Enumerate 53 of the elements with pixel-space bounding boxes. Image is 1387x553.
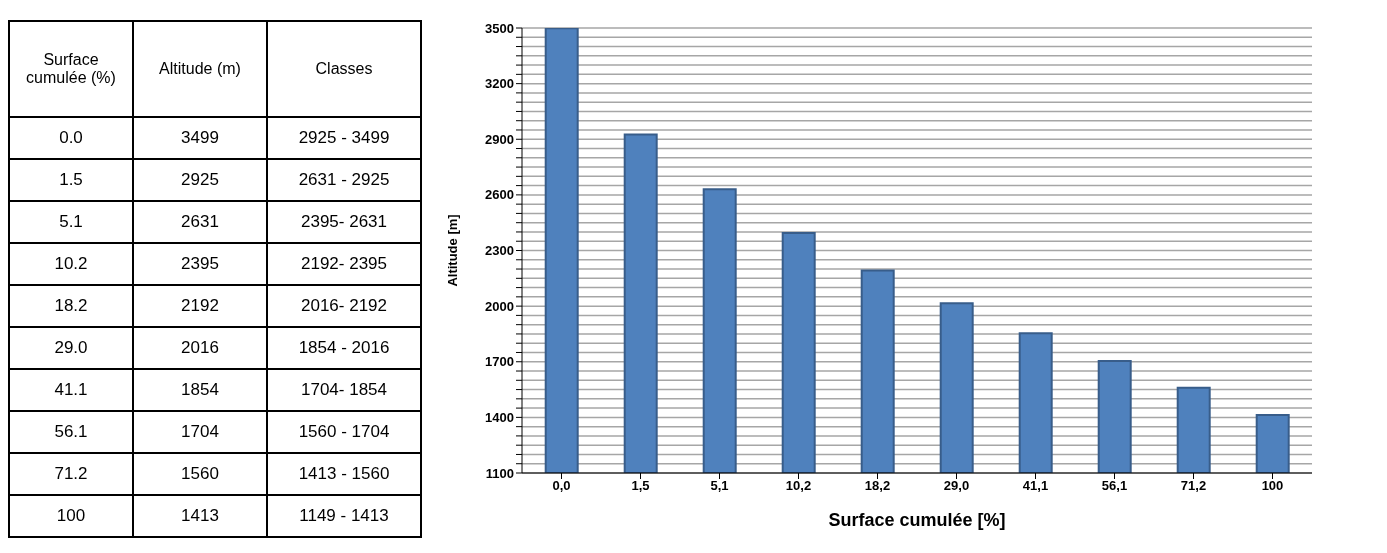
x-tick-label: 100 xyxy=(1261,478,1284,494)
x-tick-label: 5,1 xyxy=(710,478,729,494)
y-tick-label: 2900 xyxy=(485,131,514,147)
text: 1560 - 1704 xyxy=(267,411,421,453)
text: 1854 xyxy=(133,369,267,411)
text: 2016 xyxy=(133,327,267,369)
y-tick-label: 3500 xyxy=(485,20,514,36)
text: Surface cumulée (%) xyxy=(9,21,133,117)
x-tick-label: 41,1 xyxy=(1022,478,1049,494)
text: Classes xyxy=(267,21,421,117)
text: 2631 xyxy=(133,201,267,243)
text: 1.5 xyxy=(9,159,133,201)
text: Altitude (m) xyxy=(133,21,267,117)
text: 1413 - 1560 xyxy=(267,453,421,495)
text: 2925 xyxy=(133,159,267,201)
x-tick-label: 1,5 xyxy=(631,478,650,494)
text: 29.0 xyxy=(9,327,133,369)
text: 71.2 xyxy=(9,453,133,495)
text: 1413 xyxy=(133,495,267,537)
text: 5.1 xyxy=(9,201,133,243)
text: 1560 xyxy=(133,453,267,495)
text: 2192- 2395 xyxy=(267,243,421,285)
text: 0.0 xyxy=(9,117,133,159)
x-tick-label: 10,2 xyxy=(785,478,812,494)
text: 1704 xyxy=(133,411,267,453)
text: 18.2 xyxy=(9,285,133,327)
x-tick-label: 71,2 xyxy=(1180,478,1207,494)
text: 3499 xyxy=(133,117,267,159)
text: 10.2 xyxy=(9,243,133,285)
y-tick-label: 1100 xyxy=(485,465,514,481)
x-axis-title: Surface cumulée [%] xyxy=(828,510,1006,530)
text: 2925 - 3499 xyxy=(267,117,421,159)
text: 2192 xyxy=(133,285,267,327)
y-tick-label: 2600 xyxy=(485,187,514,203)
y-tick-label: 1700 xyxy=(485,354,514,370)
text: 56.1 xyxy=(9,411,133,453)
text: 1854 - 2016 xyxy=(267,327,421,369)
x-tick-label: 18,2 xyxy=(864,478,891,494)
y-tick-label: 2000 xyxy=(485,298,514,314)
x-tick-label: 29,0 xyxy=(943,478,970,494)
text: 1149 - 1413 xyxy=(267,495,421,537)
text: 2016- 2192 xyxy=(267,285,421,327)
text: 2395 xyxy=(133,243,267,285)
y-tick-label: 1400 xyxy=(485,409,514,425)
text: 2631 - 2925 xyxy=(267,159,421,201)
text: 41.1 xyxy=(9,369,133,411)
text: 2395- 2631 xyxy=(267,201,421,243)
text: 1704- 1854 xyxy=(267,369,421,411)
y-tick-label: 3200 xyxy=(485,76,514,92)
x-tick-label: 0,0 xyxy=(552,478,571,494)
x-tick-label: 56,1 xyxy=(1101,478,1128,494)
y-tick-label: 2300 xyxy=(485,243,514,259)
y-axis-title: Altitude [m] xyxy=(444,214,460,287)
